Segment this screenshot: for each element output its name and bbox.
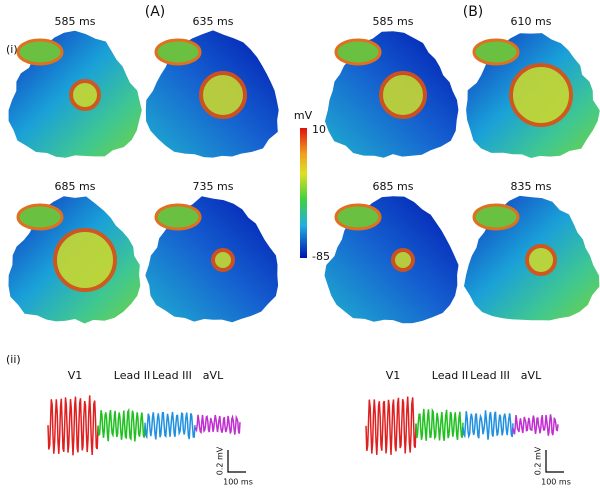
lead-label: Lead II: [114, 369, 150, 382]
colorbar-max: 10: [312, 123, 326, 136]
atrium: [472, 203, 520, 231]
atrium: [154, 203, 202, 231]
colorbar: [300, 128, 307, 258]
ecg-trace: [365, 396, 417, 455]
frame-time: 610 ms: [511, 15, 552, 28]
heart-map: [8, 196, 141, 324]
lead-label: Lead III: [152, 369, 192, 382]
scale-bar: [545, 450, 564, 473]
scale-voltage: 0.2 mV: [216, 446, 225, 475]
heart-map: [464, 195, 600, 321]
heart-map: [8, 30, 142, 158]
ecg-trace: [47, 395, 99, 456]
scale-bar: [227, 450, 246, 473]
frame-time: 585 ms: [55, 15, 96, 28]
scale-time: 100 ms: [541, 478, 571, 487]
wavefront: [211, 248, 235, 272]
row-label: (ii): [6, 353, 21, 366]
wavefront: [69, 79, 101, 111]
lead-label: V1: [386, 369, 401, 382]
heart-map: [324, 196, 459, 324]
atrium: [334, 38, 382, 66]
scale-voltage: 0.2 mV: [534, 446, 543, 475]
wavefront: [53, 228, 117, 292]
lead-label: aVL: [521, 369, 542, 382]
frame-time: 635 ms: [193, 15, 234, 28]
panel-label: (A): [145, 4, 166, 20]
ecg-trace: [512, 414, 559, 436]
frame-time: 735 ms: [193, 180, 234, 193]
colorbar-unit: mV: [294, 109, 313, 122]
heart-map: [324, 31, 459, 158]
heart-map: [466, 33, 600, 158]
atrium: [334, 203, 382, 231]
frame-time: 685 ms: [55, 180, 96, 193]
wavefront: [199, 71, 247, 119]
ecg-trace: [462, 410, 514, 440]
ecg-trace: [97, 407, 146, 442]
heart-map: [145, 196, 279, 323]
atrium: [16, 203, 64, 231]
frame-time: 835 ms: [511, 180, 552, 193]
lead-label: Lead II: [432, 369, 468, 382]
wavefront: [391, 248, 415, 272]
atrium: [16, 38, 64, 66]
ecg-trace: [415, 407, 464, 441]
lead-label: Lead III: [470, 369, 510, 382]
wavefront: [509, 63, 573, 127]
panel-label: (B): [463, 4, 484, 20]
wavefront: [525, 244, 557, 276]
scale-time: 100 ms: [223, 478, 253, 487]
lead-label: aVL: [203, 369, 224, 382]
wavefront: [379, 71, 427, 119]
ecg-trace: [144, 411, 196, 440]
atrium: [154, 38, 202, 66]
colorbar-min: -85: [312, 250, 330, 263]
atrium: [472, 38, 520, 66]
frame-time: 585 ms: [373, 15, 414, 28]
lead-label: V1: [68, 369, 83, 382]
heart-map: [145, 30, 279, 158]
row-label: (i): [6, 43, 18, 56]
ecg-trace: [194, 414, 241, 435]
frame-time: 685 ms: [373, 180, 414, 193]
